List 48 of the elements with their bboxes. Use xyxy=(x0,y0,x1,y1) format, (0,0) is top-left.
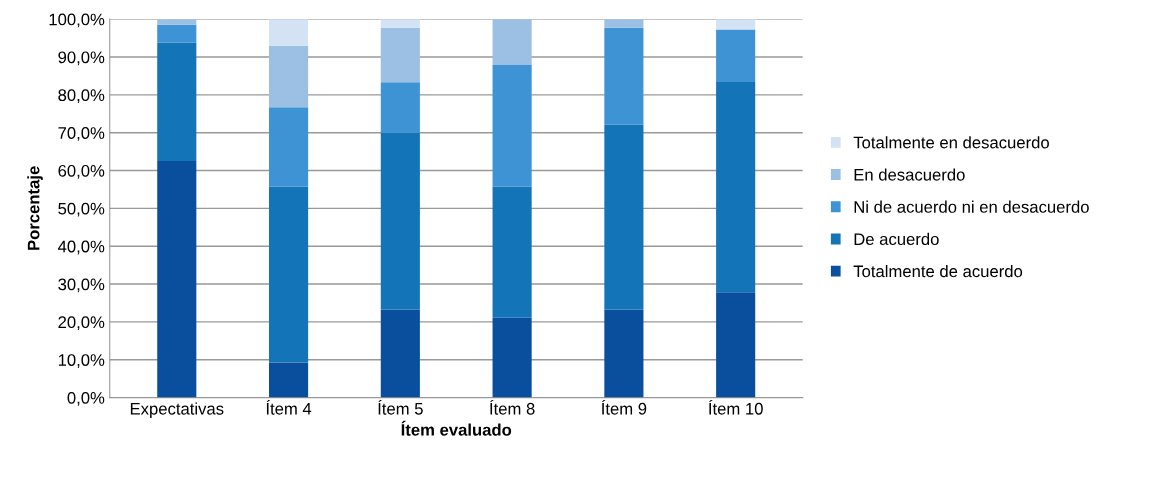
y-tick-label: 40,0% xyxy=(57,240,105,255)
legend-label: Totalmente de acuerdo xyxy=(853,265,1023,278)
x-tick-label: Expectativas xyxy=(130,402,224,418)
y-tick-label: 50,0% xyxy=(58,202,105,217)
legend-label: Ni de acuerdo ni en desacuerdo xyxy=(854,200,1089,213)
bar xyxy=(716,292,756,398)
legend-label: De acuerdo xyxy=(854,232,939,246)
bar xyxy=(604,124,644,310)
bar xyxy=(269,186,309,363)
bar xyxy=(269,362,309,398)
x-tick-label: Ítem 5 xyxy=(378,400,423,415)
bar xyxy=(604,309,644,398)
bar xyxy=(604,19,644,28)
y-tick-label: 20,0% xyxy=(58,316,105,331)
bar xyxy=(380,82,420,133)
x-axis-title: Ítem evaluado xyxy=(401,420,512,436)
bar xyxy=(157,42,197,162)
y-axis-title: Porcentaje xyxy=(27,166,43,250)
x-tick-label: Ítem 8 xyxy=(490,400,535,415)
y-tick-label: 10,0% xyxy=(58,354,105,368)
legend-label: En desacuerdo xyxy=(854,168,965,181)
y-tick-label: 60,0% xyxy=(58,164,105,179)
y-tick-label: 30,0% xyxy=(58,278,105,293)
x-tick-label: Ítem 9 xyxy=(601,400,647,415)
bar xyxy=(492,19,532,65)
x-tick-label: Ítem 4 xyxy=(266,400,312,415)
bar xyxy=(492,317,532,398)
bar xyxy=(380,309,420,398)
y-tick-label: 100,0% xyxy=(49,13,105,28)
bar xyxy=(380,132,420,310)
bar xyxy=(716,81,756,293)
y-tick-label: 90,0% xyxy=(58,51,105,66)
y-tick-label: 0,0% xyxy=(67,391,105,406)
y-tick-label: 70,0% xyxy=(58,127,105,141)
bar xyxy=(269,19,309,46)
bar xyxy=(492,64,532,187)
x-tick-label: Ítem 10 xyxy=(709,400,763,415)
bar xyxy=(269,45,309,108)
bar xyxy=(492,186,532,318)
bar xyxy=(380,19,420,28)
legend-label: Totalmente en desacuerdo xyxy=(853,136,1049,149)
bar xyxy=(380,27,420,83)
bar xyxy=(157,24,197,43)
bar xyxy=(269,107,309,187)
bar xyxy=(716,29,756,82)
bar xyxy=(604,27,644,125)
bar xyxy=(157,161,197,398)
y-tick-label: 80,0% xyxy=(58,89,105,104)
